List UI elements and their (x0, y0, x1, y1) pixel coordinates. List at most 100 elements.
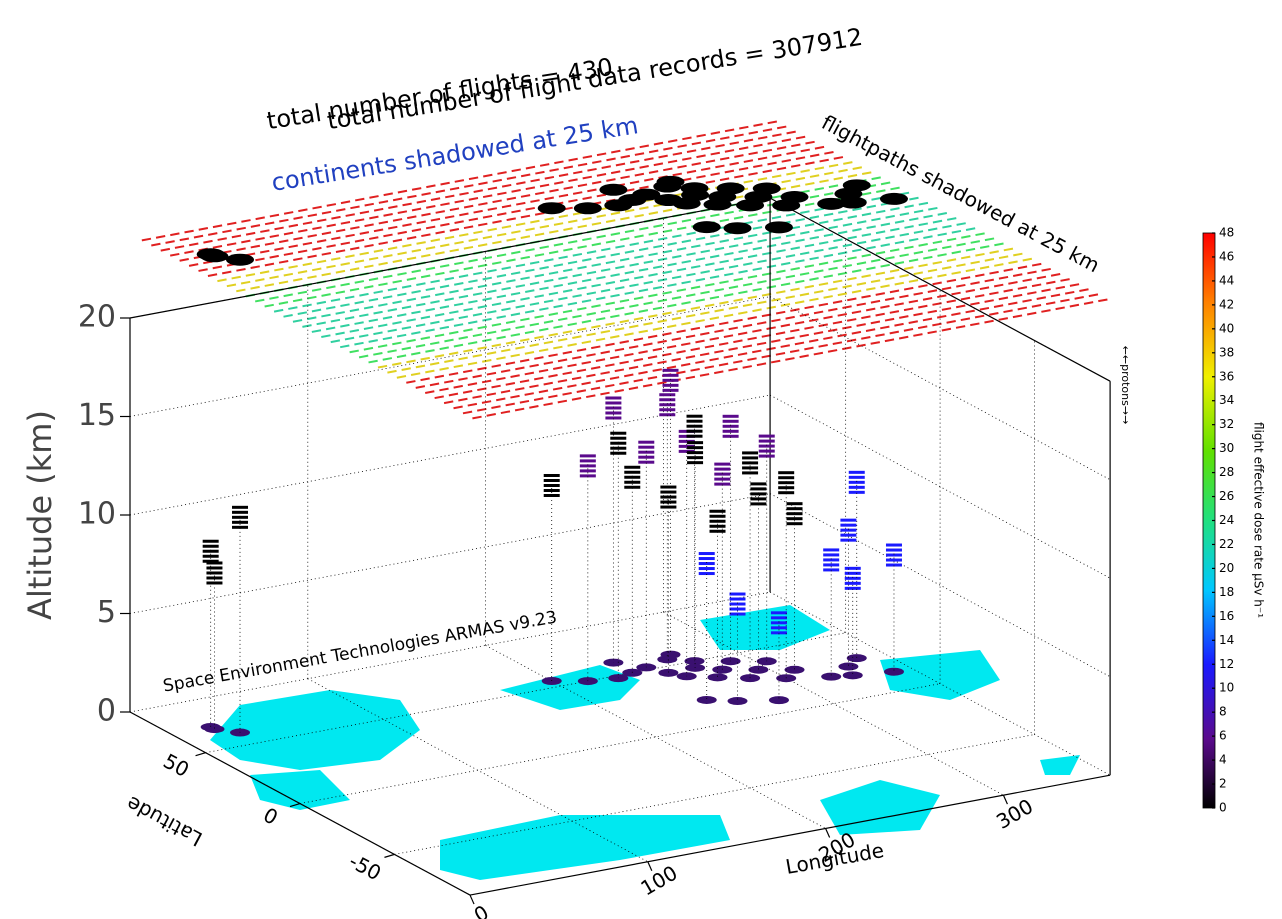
proton-dash (497, 337, 506, 339)
proton-dash (639, 228, 648, 230)
tick-mark (470, 895, 474, 904)
flight-dash (687, 456, 703, 459)
proton-dash (952, 252, 961, 254)
proton-dash (464, 206, 473, 208)
proton-dash (255, 300, 264, 302)
proton-dash (464, 268, 473, 270)
proton-dash (601, 269, 610, 271)
proton-dash (355, 302, 364, 304)
proton-dash (724, 274, 733, 276)
proton-dash (398, 211, 407, 213)
proton-dash (421, 358, 430, 360)
proton-dash (914, 231, 923, 233)
proton-dash (501, 350, 510, 352)
proton-dash (426, 206, 435, 208)
continent (1040, 755, 1080, 775)
proton-dash (345, 317, 354, 319)
proton-dash (1004, 290, 1013, 292)
proton-dash (881, 244, 890, 246)
top-shadow (693, 221, 721, 233)
proton-dash (406, 381, 415, 383)
proton-dash (635, 174, 644, 176)
flight-point (714, 463, 730, 466)
proton-dash (710, 297, 719, 299)
proton-dash (681, 364, 690, 366)
proton-dash (568, 241, 577, 243)
proton-dash (1046, 282, 1055, 284)
proton-dash (776, 250, 785, 252)
proton-dash (421, 378, 430, 380)
proton-dash (426, 309, 435, 311)
proton-dash (587, 313, 596, 315)
proton-dash (790, 289, 799, 291)
proton-dash (696, 217, 705, 219)
proton-dash (653, 369, 662, 371)
proton-dash (435, 396, 444, 398)
proton-dash (597, 195, 606, 197)
proton-dash (639, 207, 648, 209)
colorbar-tick-label: 10 (1219, 681, 1234, 695)
proton-dash (663, 210, 672, 212)
proton-dash (649, 253, 658, 255)
proton-dash (643, 364, 652, 366)
proton-dash (411, 353, 420, 355)
proton-dash (719, 302, 728, 304)
proton-dash (682, 261, 691, 263)
proton-dash (970, 323, 979, 325)
proton-dash (876, 293, 885, 295)
proton-dash (843, 286, 852, 288)
proton-dash (1089, 294, 1098, 296)
proton-dash (625, 148, 634, 150)
proton-dash (885, 319, 894, 321)
proton-dash (857, 262, 866, 264)
proton-dash (881, 265, 890, 267)
proton-dash (383, 276, 392, 278)
proton-dash (203, 241, 212, 243)
proton-dash (544, 403, 553, 405)
proton-dash (445, 237, 454, 239)
proton-dash (298, 292, 307, 294)
proton-dash (980, 308, 989, 310)
proton-dash (904, 288, 913, 290)
proton-dash (829, 185, 838, 187)
proton-dash (610, 336, 619, 338)
proton-dash (1003, 310, 1012, 312)
proton-dash (507, 177, 516, 179)
proton-dash (634, 297, 643, 299)
proton-dash (331, 237, 340, 239)
proton-dash (715, 166, 724, 168)
proton-dash (654, 163, 663, 165)
proton-dash (828, 350, 837, 352)
proton-dash (809, 340, 818, 342)
proton-dash (786, 173, 795, 175)
proton-dash (625, 313, 634, 315)
tick-mark (826, 828, 830, 837)
proton-dash (743, 304, 752, 306)
proton-dash (383, 337, 392, 339)
proton-dash (711, 132, 720, 134)
proton-dash (388, 289, 397, 291)
proton-dash (483, 257, 492, 259)
proton-dash (999, 277, 1008, 279)
proton-dash (668, 140, 677, 142)
top-shadow (599, 184, 627, 196)
proton-dash (559, 215, 568, 217)
proton-dash (928, 270, 937, 272)
proton-dash (611, 233, 620, 235)
flight-point (845, 567, 861, 570)
proton-dash (833, 219, 842, 221)
proton-dash (492, 365, 501, 367)
proton-dash (302, 325, 311, 327)
proton-dash (909, 198, 918, 200)
proton-dash (458, 399, 467, 401)
proton-dash (369, 320, 378, 322)
proton-dash (719, 322, 728, 324)
proton-dash (482, 381, 491, 383)
flight-dash (723, 430, 739, 433)
proton-dash (743, 345, 752, 347)
proton-dash (786, 235, 795, 237)
proton-dash (477, 368, 486, 370)
flight-dash (771, 616, 787, 619)
proton-dash (701, 148, 710, 150)
proton-dash (161, 249, 170, 251)
